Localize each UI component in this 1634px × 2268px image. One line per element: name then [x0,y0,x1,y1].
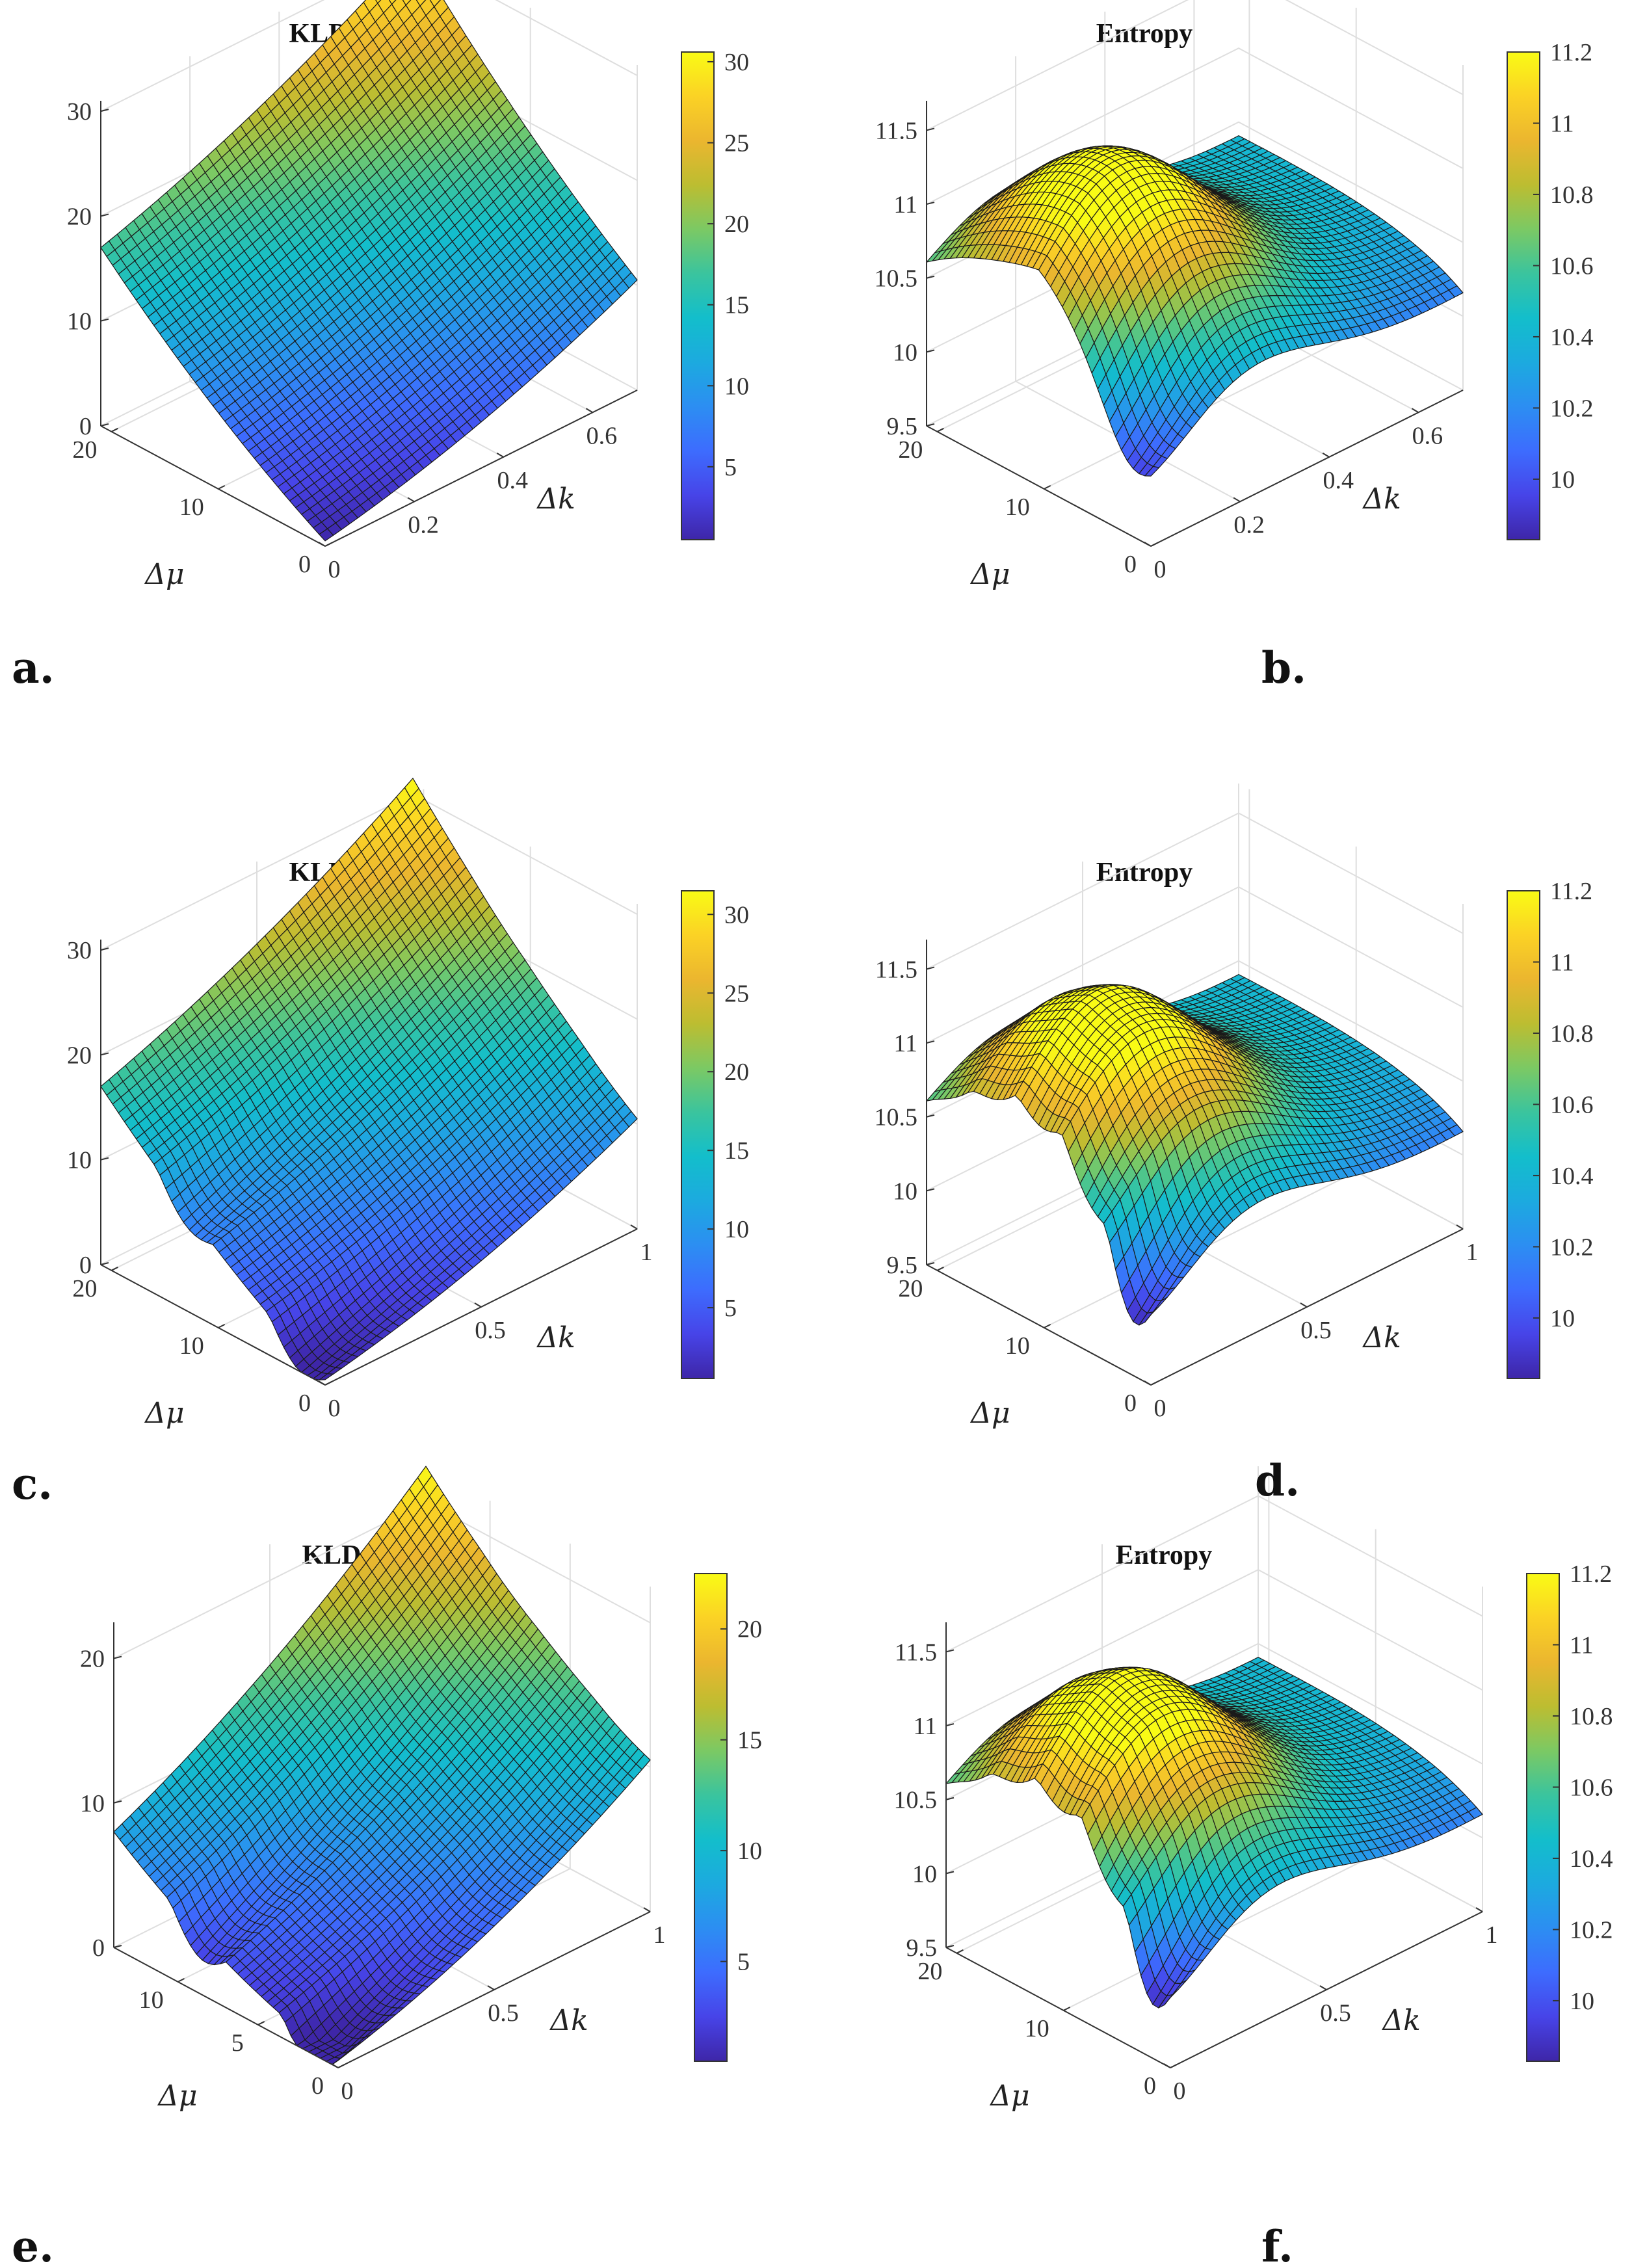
x-tick-label: 0 [328,1395,341,1422]
x-tick-mark [585,408,593,414]
y-tick-mark [324,542,332,547]
panel-title: Entropy [1096,858,1193,888]
x-axis-label: Δk [536,1321,575,1354]
colorbar-tick-label: 10 [724,373,749,400]
y-axis-line [926,425,1152,547]
x-tick-label: 0 [1154,556,1166,583]
z-tick-label: 10 [67,1147,92,1174]
surface [100,0,638,542]
colorbar-tick-label: 25 [724,980,749,1007]
y-tick-mark [936,427,944,432]
colorbar-tick-label: 30 [724,49,749,76]
y-tick-mark [1150,542,1158,547]
y-tick-label: 10 [179,494,204,521]
z-tick-label: 30 [67,937,92,964]
y-axis-label: Δμ [144,1397,184,1430]
colorbar-tick-label: 10.2 [1550,395,1594,422]
colorbar-tick-label: 15 [724,292,749,319]
y-axis-label: Δμ [969,558,1010,591]
colorbar-tick-label: 10.6 [1550,252,1594,280]
colorbar-tick-label: 10.4 [1550,324,1594,351]
colorbar: 5 10 15 20 25 30 [681,890,749,1379]
y-tick-mark [218,485,226,490]
z-gridline [926,812,1464,970]
colorbar-gradient [681,890,715,1379]
surface-patch [389,0,397,5]
surface-patch [402,0,412,6]
x-tick-label: 0.6 [1412,422,1443,449]
x-tick-label: 0 [328,556,341,583]
x-tick-mark [1233,497,1241,503]
z-tick-label: 10 [67,308,92,336]
x-tick-label: 0.4 [1323,467,1354,494]
y-axis-label: Δμ [144,558,184,591]
colorbar-tick-label: 20 [724,1059,749,1086]
z-tick-label: 11.5 [875,117,917,144]
z-gridline [926,0,1464,131]
colorbar-tick-label: 20 [724,211,749,238]
x-tick-mark [407,497,415,503]
y-tick-label: 0 [298,1390,311,1417]
colorbar-tick-label: 11 [1550,110,1574,137]
z-tick-label: 10 [893,339,917,366]
colorbar: 5 10 15 20 25 30 [681,49,749,540]
x-tick-mark [1322,452,1330,458]
panel-d: Entropy9.51010.51111.500.5101020ΔkΔμ1010… [875,784,1594,1430]
z-gridline [100,0,638,112]
y-tick-mark [324,1381,332,1386]
colorbar-tick-label: 10.8 [1550,181,1594,209]
z-tick-label: 20 [67,203,92,230]
x-tick-label: 0.6 [586,422,618,449]
colorbar-gradient [1507,51,1540,540]
x-tick-mark [1144,542,1152,547]
x-tick-label: 1 [640,1239,653,1266]
x-tick-mark [1411,408,1419,414]
x-tick-mark [496,452,504,458]
x-tick-mark [318,542,326,547]
x-tick-label: 0.5 [475,1317,506,1344]
colorbar-tick-label: 10 [1550,466,1575,494]
y-tick-mark [218,1324,226,1328]
y-tick-label: 0 [298,551,311,578]
x-tick-mark [318,1380,326,1386]
colorbar-tick-label: 10 [724,1216,749,1243]
z-tick-label: 30 [67,98,92,125]
z-tick-label: 10.5 [875,265,918,293]
colorbar-tick-label: 5 [724,1295,737,1322]
y-tick-label: 0 [1124,551,1137,578]
y-tick-mark [111,1266,118,1271]
colorbar-tick-label: 15 [724,1137,749,1165]
x-tick-label: 0.4 [497,467,529,494]
x-tick-mark [630,1224,638,1230]
x-tick-mark [474,1302,482,1308]
z-tick-label: 11 [893,191,917,218]
y-tick-label: 20 [898,436,923,464]
x-tick-label: 0.2 [408,511,439,538]
z-tick-label: 20 [67,1042,92,1069]
y-tick-label: 20 [72,436,97,464]
y-tick-label: 10 [179,1332,204,1360]
y-tick-label: 20 [72,1275,97,1302]
x-axis-label: Δk [1362,482,1401,516]
colorbar-tick-label: 5 [724,454,737,481]
colorbar: 10 10.2 10.4 10.6 10.8 11 11.2 [1507,39,1594,540]
surface [100,778,638,1380]
surface [926,974,1464,1326]
colorbar-tick-label: 11.2 [1550,39,1592,66]
colorbar-tick-label: 25 [724,130,749,157]
panel-b: Entropy9.51010.51111.500.20.40.601020ΔkΔ… [875,0,1594,591]
y-tick-label: 10 [1005,494,1030,521]
y-tick-mark [1044,485,1051,490]
x-tick-label: 0.2 [1233,511,1265,538]
x-axis-label: Δk [536,482,575,516]
y-tick-mark [111,427,118,432]
surface [926,135,1464,477]
panel-title: Entropy [1096,19,1193,49]
colorbar-tick-label: 30 [724,901,749,929]
